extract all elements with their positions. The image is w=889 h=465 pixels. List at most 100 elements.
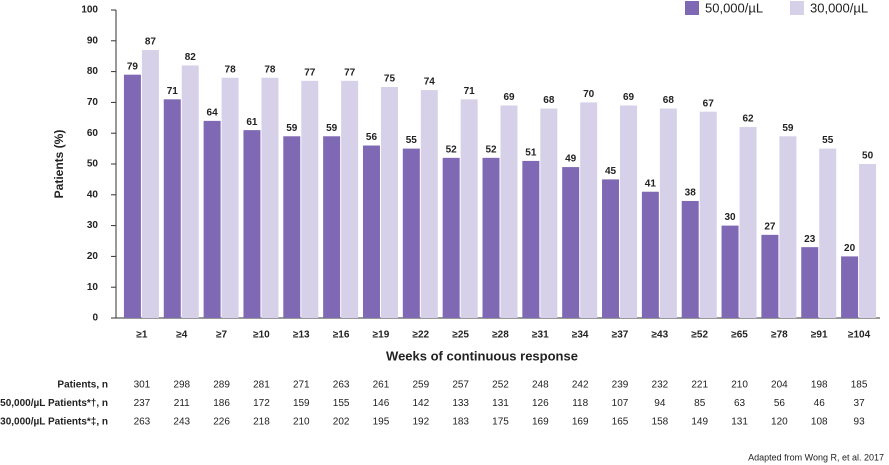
table-cell: 158 <box>652 417 669 428</box>
y-tick-label: 50 <box>87 159 99 170</box>
data-label: 68 <box>543 95 555 106</box>
bar <box>620 105 638 318</box>
bar <box>362 145 380 318</box>
x-tick-label: ≥43 <box>652 330 669 341</box>
data-label: 69 <box>503 92 515 103</box>
data-label: 77 <box>304 67 316 78</box>
bar <box>341 80 359 318</box>
bar <box>500 105 518 318</box>
x-tick-label: ≥10 <box>253 330 270 341</box>
data-label: 70 <box>583 89 595 100</box>
table-cell: 118 <box>572 398 588 409</box>
table-cell: 133 <box>452 398 469 409</box>
x-tick-label: ≥1 <box>136 330 147 341</box>
bar <box>221 77 239 318</box>
table-row-label: 30,000/µL Patients*‡, n <box>0 417 108 428</box>
table-cell: 183 <box>452 417 469 428</box>
data-label: 55 <box>822 135 834 146</box>
table-cell: 46 <box>814 398 826 409</box>
table-cell: 131 <box>731 417 748 428</box>
bar <box>779 136 797 318</box>
data-label: 45 <box>605 166 617 177</box>
x-tick-label: ≥22 <box>413 330 430 341</box>
y-tick-label: 0 <box>92 313 98 324</box>
footer: Adapted from Wong R, et al. 2017 <box>748 452 884 462</box>
x-tick-label: ≥78 <box>771 330 788 341</box>
x-tick-label: ≥34 <box>572 330 589 341</box>
table-cell: 155 <box>333 398 350 409</box>
x-axis-title: Weeks of continuous response <box>386 348 578 363</box>
bar <box>681 200 699 318</box>
table-cell: 263 <box>134 417 151 428</box>
y-tick-label: 10 <box>87 282 99 293</box>
data-label: 68 <box>663 95 675 106</box>
table-cell: 259 <box>412 380 429 391</box>
legend-swatch <box>685 1 699 15</box>
data-label: 71 <box>464 86 476 97</box>
data-label: 23 <box>804 234 816 245</box>
data-label: 77 <box>344 67 356 78</box>
data-label: 71 <box>167 86 179 97</box>
table-cell: 131 <box>492 398 509 409</box>
bar <box>659 108 677 318</box>
data-label: 55 <box>406 135 418 146</box>
data-label: 49 <box>565 154 577 165</box>
table-cell: 261 <box>373 380 390 391</box>
data-label: 52 <box>446 144 458 155</box>
data-label: 62 <box>742 114 754 125</box>
table-cell: 169 <box>572 417 589 428</box>
data-label: 78 <box>264 64 276 75</box>
table-row-label: Patients, n <box>57 380 108 391</box>
data-label: 59 <box>782 123 794 134</box>
table-cell: 221 <box>691 380 708 391</box>
table-cell: 93 <box>854 417 866 428</box>
bar <box>442 157 460 318</box>
y-tick-label: 80 <box>87 66 99 77</box>
data-label: 30 <box>724 212 736 223</box>
table-cell: 289 <box>213 380 230 391</box>
x-tick-label: ≥52 <box>691 330 708 341</box>
data-label: 64 <box>207 108 219 119</box>
bar <box>721 225 739 318</box>
data-label: 27 <box>764 221 776 232</box>
table-cell: 107 <box>612 398 629 409</box>
x-tick-label: ≥4 <box>176 330 187 341</box>
data-label: 82 <box>185 52 197 63</box>
table-cell: 94 <box>654 398 666 409</box>
bar <box>482 157 500 318</box>
bar <box>580 102 598 319</box>
table-cell: 210 <box>293 417 310 428</box>
table-cell: 298 <box>173 380 190 391</box>
data-label: 50 <box>862 151 874 162</box>
data-label: 59 <box>286 123 298 134</box>
bar <box>739 127 757 318</box>
table-cell: 198 <box>811 380 828 391</box>
x-tick-label: ≥25 <box>452 330 469 341</box>
table-cell: 126 <box>532 398 549 409</box>
bar <box>699 111 717 318</box>
data-label: 67 <box>703 98 715 109</box>
bar <box>801 247 819 318</box>
bar <box>602 179 620 318</box>
data-label: 41 <box>645 178 657 189</box>
table-cell: 142 <box>412 398 429 409</box>
legend-swatch <box>790 1 804 15</box>
bar <box>181 65 199 318</box>
x-tick-label: ≥28 <box>492 330 509 341</box>
bar <box>380 87 398 318</box>
data-label: 79 <box>127 61 139 72</box>
table-cell: 159 <box>293 398 310 409</box>
y-tick-label: 100 <box>81 5 98 16</box>
data-label: 87 <box>145 37 157 48</box>
data-label: 52 <box>485 144 497 155</box>
table-cell: 63 <box>734 398 746 409</box>
table-cell: 281 <box>253 380 270 391</box>
bar <box>163 99 181 318</box>
bar <box>123 74 141 319</box>
table-cell: 120 <box>771 417 788 428</box>
table-cell: 108 <box>811 417 828 428</box>
bar <box>819 148 837 318</box>
table-cell: 242 <box>572 380 589 391</box>
table-cell: 146 <box>373 398 390 409</box>
